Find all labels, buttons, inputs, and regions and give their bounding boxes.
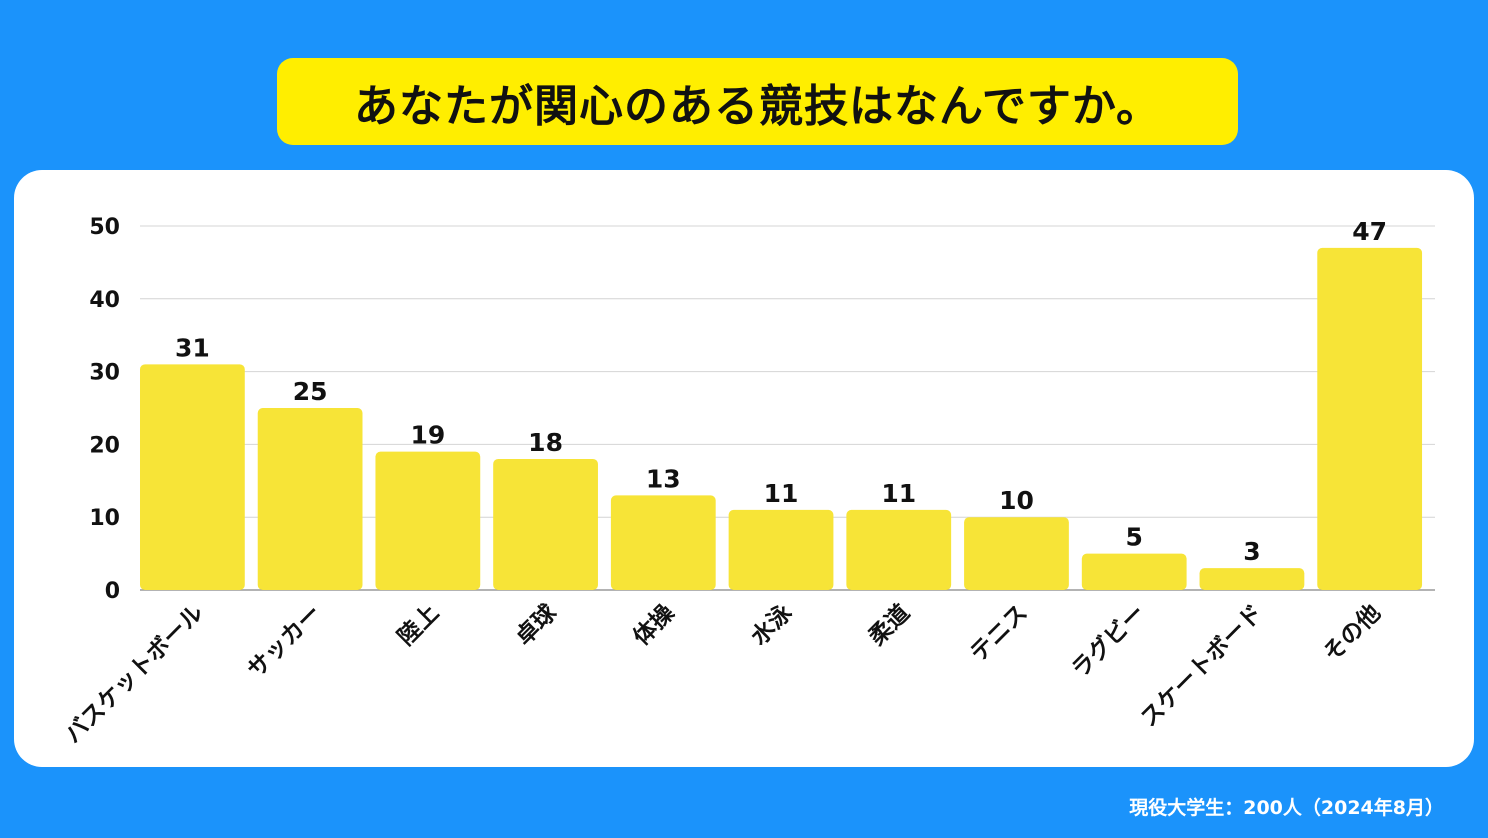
x-tick-label: 卓球 (511, 599, 563, 651)
data-label: 18 (528, 428, 563, 457)
bar (140, 364, 245, 590)
x-tick-label: 陸上 (393, 600, 444, 651)
bar (1317, 247, 1423, 590)
y-tick-label: 0 (105, 579, 120, 604)
bar (1081, 553, 1187, 590)
data-label: 11 (764, 479, 799, 508)
data-label: 19 (410, 421, 445, 450)
x-tick-label: 体操 (629, 600, 680, 651)
data-label: 3 (1243, 537, 1260, 566)
y-tick-label: 30 (89, 361, 120, 386)
chart-title: あなたが関心のある競技はなんですか。 (354, 80, 1161, 132)
data-label: 25 (293, 377, 328, 406)
x-tick-label: その他 (1319, 600, 1386, 667)
x-tick-label: テニス (966, 600, 1033, 667)
bar (964, 517, 1069, 590)
x-tick-label: ラグビー (1066, 599, 1150, 683)
chart-panel (14, 170, 1474, 767)
data-label: 13 (646, 464, 681, 493)
data-label: 5 (1126, 523, 1143, 552)
data-label: 47 (1352, 217, 1387, 246)
bar (1199, 568, 1305, 590)
bar (610, 495, 716, 590)
survey-footnote: 現役大学生：200人（2024年8月） (1129, 797, 1444, 819)
x-tick-label: バスケットボール (60, 600, 208, 748)
bar (493, 458, 598, 590)
y-tick-label: 40 (89, 288, 120, 313)
bar (375, 451, 481, 590)
x-tick-label: サッカー (243, 600, 326, 683)
y-tick-label: 10 (89, 506, 120, 531)
x-tick-label: 水泳 (746, 600, 797, 651)
x-tick-label: スケートボード (1136, 600, 1268, 732)
title-banner: あなたが関心のある競技はなんですか。 (277, 58, 1238, 145)
bar (846, 509, 952, 590)
bar (728, 509, 834, 590)
data-label: 31 (175, 333, 210, 362)
bar (257, 408, 363, 590)
y-tick-label: 20 (89, 433, 120, 458)
y-tick-label: 50 (89, 215, 120, 240)
x-tick-label: 柔道 (863, 599, 915, 651)
data-label: 11 (881, 479, 916, 508)
data-label: 10 (999, 486, 1034, 515)
